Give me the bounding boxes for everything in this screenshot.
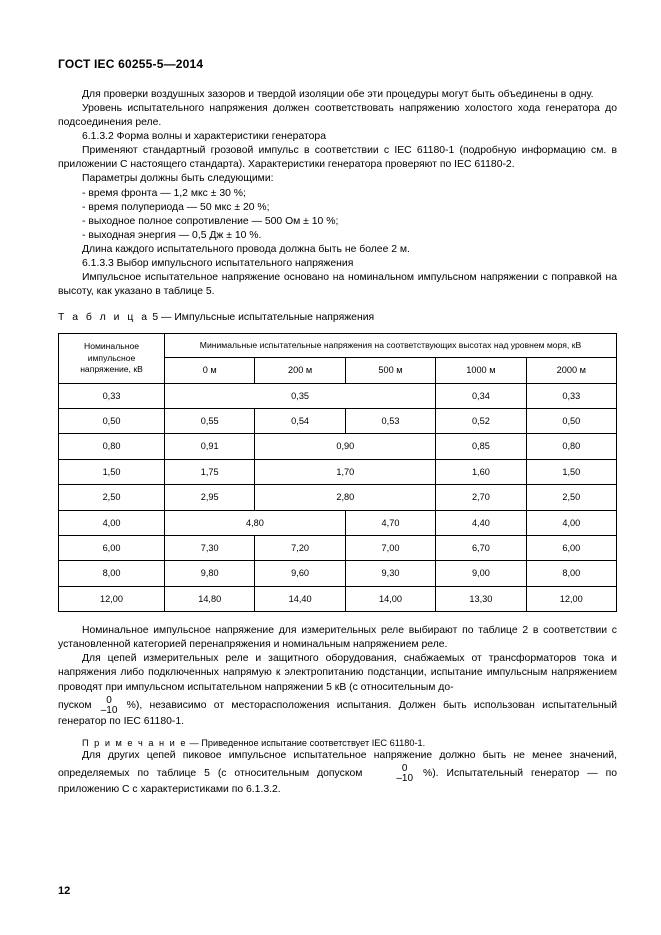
document-id: ГОСТ IEC 60255-5—2014 [58, 56, 617, 72]
table-header-alt-1: 200 м [255, 358, 345, 383]
para-8: Импульсное испытательное напряжение осно… [58, 271, 617, 299]
note-text: — Приведенное испытание соответствует IE… [187, 738, 425, 748]
body-text-block: Для проверки воздушных зазоров и твердой… [58, 88, 617, 299]
tolerance-fraction-2: 0–10 [372, 764, 413, 784]
after-para-2b-suffix: %), независимо от месторасположения испы… [58, 699, 617, 726]
para-2: Уровень испытательного напряжения должен… [58, 102, 617, 130]
note-line: П р и м е ч а н и е — Приведенное испыта… [58, 737, 617, 749]
table-row: 4,00 4,80 4,70 4,40 4,00 [59, 510, 617, 535]
note-label: П р и м е ч а н и е [82, 738, 187, 748]
table-caption-label: Т а б л и ц а [58, 312, 150, 323]
table-header-alt-0: 0 м [165, 358, 255, 383]
list-item-4: - выходная энергия — 0,5 Дж ± 10 %. [58, 229, 617, 243]
page-number: 12 [58, 884, 70, 899]
table-5: Номинальное импульсное напряжение, кВ Ми… [58, 333, 617, 612]
table-caption-text: 5 — Импульсные испытательные напряжения [150, 312, 375, 323]
after-table-text: Номинальное импульсное напряжение для из… [58, 624, 617, 797]
table-body: 0,33 0,35 0,34 0,33 0,50 0,55 0,54 0,53 … [59, 383, 617, 612]
list-item-3: - выходное полное сопротивление — 500 Ом… [58, 215, 617, 229]
after-para-2b: пуском 0–10 %), независимо от местораспо… [58, 695, 617, 729]
after-para-2a: Для цепей измерительных реле и защитного… [58, 652, 617, 694]
para-3-heading: 6.1.3.2 Форма волны и характеристики ген… [58, 130, 617, 144]
after-para-1: Номинальное импульсное напряжение для из… [58, 624, 617, 652]
para-6: Длина каждого испытательного провода дол… [58, 243, 617, 257]
table-row: 0,33 0,35 0,34 0,33 [59, 383, 617, 408]
table-header-alt-2: 500 м [345, 358, 435, 383]
table-header-nominal: Номинальное импульсное напряжение, кВ [59, 333, 165, 383]
table-header-alt-3: 1000 м [436, 358, 526, 383]
table-header-group: Минимальные испытательные напряжения на … [165, 333, 617, 357]
table-row: 1,50 1,75 1,70 1,60 1,50 [59, 459, 617, 484]
table-row: 2,50 2,95 2,80 2,70 2,50 [59, 485, 617, 510]
table-row: 12,00 14,80 14,40 14,00 13,30 12,00 [59, 586, 617, 611]
table-caption: Т а б л и ц а 5 — Импульсные испытательн… [58, 311, 617, 325]
para-1: Для проверки воздушных зазоров и твердой… [58, 88, 617, 102]
para-7-heading: 6.1.3.3 Выбор импульсного испытательного… [58, 257, 617, 271]
table-row: 0,80 0,91 0,90 0,85 0,80 [59, 434, 617, 459]
after-para-3: Для других цепей пиковое импульсное испы… [58, 749, 617, 797]
table-header-alt-4: 2000 м [526, 358, 616, 383]
table-row: 0,50 0,55 0,54 0,53 0,52 0,50 [59, 408, 617, 433]
para-5: Параметры должны быть следующими: [58, 172, 617, 186]
list-item-1: - время фронта — 1,2 мкс ± 30 %; [58, 187, 617, 201]
list-item-2: - время полупериода — 50 мкс ± 20 %; [58, 201, 617, 215]
table-row: 8,00 9,80 9,60 9,30 9,00 8,00 [59, 561, 617, 586]
table-row: 6,00 7,30 7,20 7,00 6,70 6,00 [59, 536, 617, 561]
after-para-2b-prefix: пуском [58, 699, 99, 710]
tolerance-fraction-1: 0–10 [101, 696, 118, 716]
para-4: Применяют стандартный грозовой импульс в… [58, 144, 617, 172]
